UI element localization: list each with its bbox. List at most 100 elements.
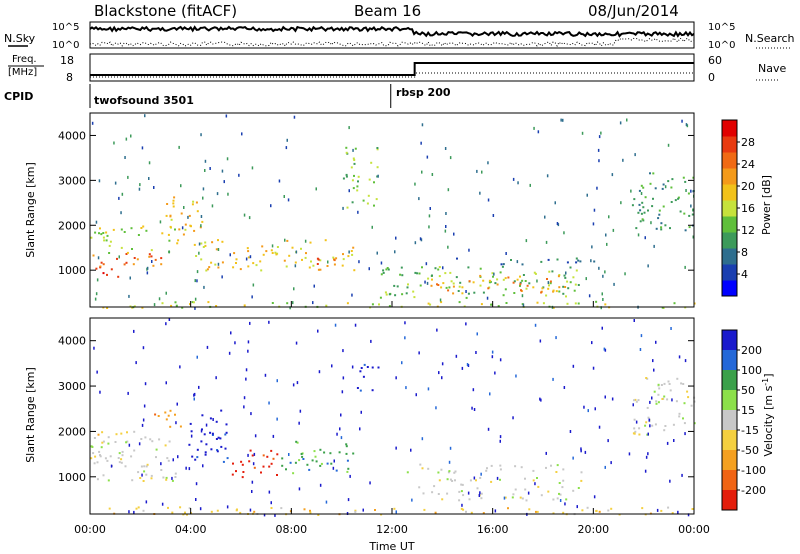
echo-cell	[295, 440, 298, 443]
echo-cell	[354, 510, 357, 513]
echo-cell	[351, 179, 354, 182]
echo-cell	[546, 174, 549, 178]
echo-cell	[467, 364, 470, 367]
echo-cell	[566, 261, 569, 264]
echo-cell	[102, 474, 105, 477]
echo-cell	[546, 278, 548, 280]
echo-cell	[682, 417, 684, 420]
echo-cell	[479, 476, 482, 479]
echo-cell	[558, 290, 561, 293]
echo-cell	[461, 286, 464, 289]
echo-cell	[620, 201, 622, 205]
echo-cell	[262, 454, 265, 457]
echo-cell	[634, 430, 637, 433]
echo-cell	[676, 377, 679, 380]
echo-cell	[137, 234, 140, 236]
echo-cell	[91, 121, 94, 125]
echo-cell	[678, 415, 681, 418]
echo-cell	[333, 263, 336, 266]
echo-cell	[276, 246, 279, 248]
echo-cell	[225, 114, 228, 118]
echo-cell	[305, 252, 307, 255]
y-tick-label: 2000	[58, 219, 86, 232]
echo-cell	[149, 438, 152, 441]
echo-cell	[552, 289, 555, 292]
echo-cell	[347, 467, 350, 470]
nsky-label: N.Sky	[4, 32, 36, 45]
echo-cell	[230, 331, 232, 335]
echo-cell	[486, 467, 488, 470]
echo-cell	[260, 269, 263, 272]
echo-cell	[325, 500, 328, 504]
echo-cell	[596, 186, 598, 190]
echo-cell	[177, 455, 179, 459]
colorbar-swatch	[722, 330, 737, 351]
echo-cell	[407, 283, 409, 286]
echo-cell	[128, 294, 130, 298]
echo-cell	[301, 258, 303, 261]
echo-cell	[140, 438, 143, 440]
echo-cell	[161, 502, 164, 506]
echo-cell	[679, 210, 682, 213]
echo-cell	[106, 459, 109, 462]
freq-left-top-tick: 18	[60, 54, 74, 67]
echo-cell	[455, 354, 458, 358]
echo-cell	[92, 452, 95, 455]
echo-cell	[345, 452, 348, 455]
colorbar-tick-label: 8	[741, 246, 748, 259]
echo-cell	[193, 397, 195, 401]
echo-cell	[593, 495, 596, 499]
echo-cell	[387, 268, 390, 271]
cpid-panel: CPID twofsound 3501 rbsp 200	[4, 84, 451, 108]
echo-cell	[521, 263, 524, 266]
colorbar-tick-label: 200	[741, 344, 762, 357]
echo-cell	[133, 329, 135, 333]
echo-cell	[478, 494, 481, 497]
echo-cell	[178, 228, 181, 231]
echo-cell	[405, 386, 407, 390]
echo-cell	[682, 176, 685, 179]
echo-cell	[345, 445, 348, 448]
echo-cell	[449, 478, 452, 481]
echo-cell	[319, 259, 322, 262]
echo-cell	[215, 248, 218, 251]
colorbar-swatch	[722, 152, 737, 169]
echo-cell	[181, 226, 184, 230]
echo-cell	[167, 506, 169, 509]
colorbar-frame	[721, 329, 738, 511]
echo-cell	[489, 392, 491, 396]
echo-cell	[569, 430, 572, 433]
y-tick-label: 1000	[58, 264, 86, 277]
echo-cell	[194, 306, 196, 310]
echo-cell	[270, 204, 272, 208]
echo-cell	[586, 506, 589, 509]
echo-cell	[427, 302, 430, 305]
echo-cell	[300, 453, 303, 455]
echo-cell	[168, 239, 171, 242]
echo-cell	[102, 263, 105, 266]
echo-cell	[175, 421, 177, 425]
echo-cell	[592, 222, 595, 226]
x-tick-label: 00:00	[74, 523, 106, 536]
echo-cell	[323, 451, 326, 454]
echo-cell	[450, 280, 453, 283]
echo-cell	[441, 376, 443, 380]
echo-cell	[226, 157, 229, 161]
echo-cell	[102, 232, 105, 234]
echo-cell	[285, 265, 288, 268]
echo-cell	[302, 458, 305, 460]
echo-cell	[434, 267, 437, 270]
echo-cell	[431, 274, 433, 277]
echo-cell	[120, 432, 123, 435]
echo-cell	[610, 461, 612, 465]
echo-cell	[448, 460, 451, 464]
echo-cell	[120, 211, 122, 215]
echo-cell	[315, 187, 317, 191]
echo-cell	[574, 283, 577, 286]
echo-cell	[165, 418, 168, 421]
echo-cell	[351, 253, 354, 256]
echo-cell	[591, 341, 593, 345]
echo-cell	[548, 284, 550, 287]
echo-cell	[234, 341, 236, 345]
